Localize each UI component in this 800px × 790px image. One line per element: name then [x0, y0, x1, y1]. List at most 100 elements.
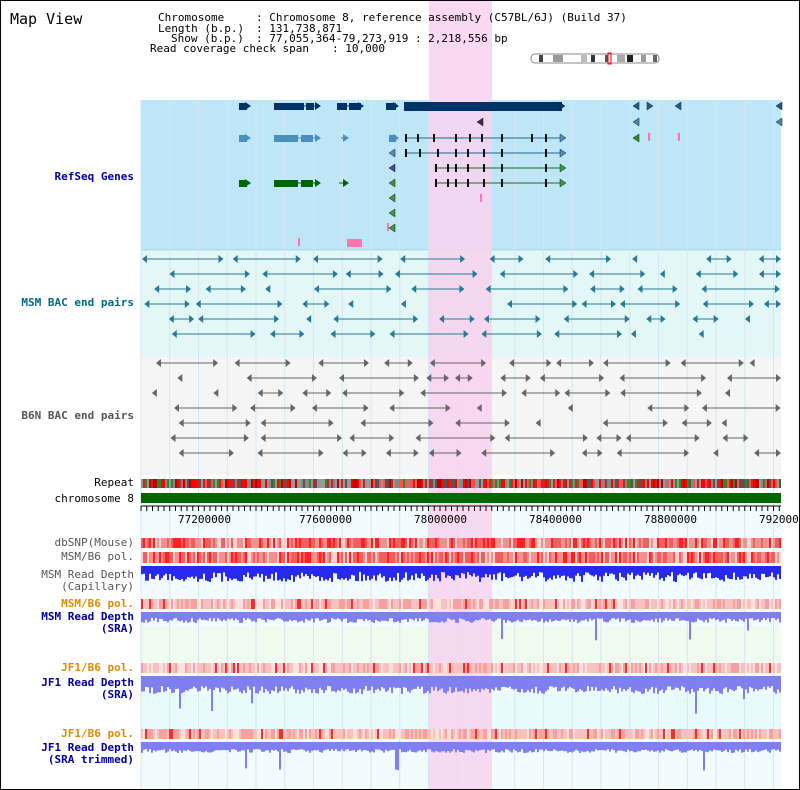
polymorphism-bin	[501, 663, 503, 673]
gene-exon	[501, 164, 503, 172]
polymorphism-bin	[259, 729, 261, 739]
polymorphism-bin	[717, 552, 719, 563]
polymorphism-bin	[573, 599, 575, 609]
bac-end-arrow	[178, 419, 184, 427]
polymorphism-bin	[219, 538, 221, 548]
polymorphism-bin	[187, 663, 189, 673]
polymorphism-bin	[453, 552, 455, 563]
read-depth-bin	[273, 612, 275, 621]
read-depth-bin	[379, 742, 381, 750]
msm-read-depth-capillary-label[interactable]: MSM Read Depth	[41, 568, 134, 581]
polymorphism-bin	[545, 599, 547, 609]
bac-end-arrow	[701, 285, 707, 293]
jf1-b6-pol-label-1[interactable]: JF1/B6 pol.	[61, 661, 134, 674]
repeat-feature	[705, 479, 707, 488]
polymorphism-bin	[221, 663, 223, 673]
polymorphism-bin	[365, 599, 367, 609]
polymorphism-bin	[213, 599, 215, 609]
polymorphism-bin	[151, 663, 153, 673]
polymorphism-bin	[481, 729, 483, 739]
jf1-read-depth-trimmed-label[interactable]: JF1 Read Depth	[41, 741, 134, 754]
read-depth-bin	[667, 612, 669, 621]
read-depth-bin	[755, 742, 757, 751]
polymorphism-bin	[685, 599, 687, 609]
polymorphism-bin	[435, 552, 437, 563]
polymorphism-bin	[347, 663, 349, 673]
polymorphism-bin	[311, 663, 313, 673]
read-depth-bin	[727, 612, 729, 619]
gene-exon	[386, 103, 396, 110]
polymorphism-bin	[455, 538, 457, 548]
gene-arrow	[632, 117, 640, 127]
polymorphism-bin	[529, 663, 531, 673]
repeat-feature	[743, 479, 745, 488]
repeat-feature	[185, 479, 187, 488]
read-depth-bin	[165, 612, 167, 621]
read-depth-bin	[157, 742, 159, 751]
read-depth-bin	[545, 742, 547, 750]
read-depth-bin	[307, 676, 309, 690]
repeat-feature	[709, 479, 711, 488]
bac-end-arrow	[619, 374, 625, 382]
read-depth-bin	[163, 742, 165, 750]
polymorphism-bin	[509, 729, 511, 739]
read-depth-bin	[703, 742, 705, 771]
read-depth-bin	[285, 742, 287, 752]
polymorphism-bin	[703, 599, 705, 609]
polymorphism-bin	[485, 729, 487, 739]
read-depth-bin	[605, 676, 607, 689]
msm-bac-end-pairs-label[interactable]: MSM BAC end pairs	[21, 296, 134, 309]
polymorphism-bin	[539, 552, 541, 563]
gene-exon	[455, 179, 457, 187]
msm-b6-pol-label-1[interactable]: MSM/B6 pol.	[61, 550, 134, 563]
refseq-genes-label[interactable]: RefSeq Genes	[54, 170, 134, 183]
msm-b6-pol-label-2[interactable]: MSM/B6 pol.	[61, 597, 134, 610]
polymorphism-bin	[329, 663, 331, 673]
polymorphism-bin	[731, 663, 733, 673]
read-depth-bin	[201, 566, 203, 579]
polymorphism-bin	[523, 599, 525, 609]
polymorphism-bin	[161, 663, 163, 673]
read-depth-bin	[679, 612, 681, 621]
polymorphism-bin	[613, 729, 615, 739]
gene-arrow	[559, 133, 567, 143]
polymorphism-bin	[767, 663, 769, 673]
read-depth-bin	[187, 566, 189, 577]
repeat-feature	[695, 479, 697, 488]
polymorphism-bin	[333, 663, 335, 673]
polymorphism-bin	[489, 599, 491, 609]
polymorphism-bin	[277, 538, 279, 548]
polymorphism-bin	[327, 663, 329, 673]
polymorphism-bin	[273, 552, 275, 563]
polymorphism-bin	[397, 599, 399, 609]
polymorphism-bin	[215, 729, 217, 739]
repeat-feature	[447, 479, 449, 488]
jf1-b6-pol-label-2[interactable]: JF1/B6 pol.	[61, 727, 134, 740]
polymorphism-bin	[745, 729, 747, 739]
repeat-feature	[347, 479, 349, 488]
polymorphism-bin	[253, 663, 255, 673]
read-depth-bin	[245, 742, 247, 769]
read-depth-bin	[249, 612, 251, 620]
b6n-bac-end-pairs-label[interactable]: B6N BAC end pairs	[21, 409, 134, 422]
jf1-read-depth-sra-label[interactable]: JF1 Read Depth	[41, 676, 134, 689]
repeat-feature	[229, 479, 231, 488]
read-depth-bin	[491, 742, 493, 750]
read-depth-bin	[209, 612, 211, 619]
polymorphism-bin	[309, 552, 311, 563]
read-depth-bin	[617, 742, 619, 751]
polymorphism-bin	[235, 729, 237, 739]
polymorphism-bin	[395, 663, 397, 673]
polymorphism-bin	[291, 538, 293, 548]
polymorphism-bin	[391, 663, 393, 673]
read-depth-bin	[173, 676, 175, 693]
read-depth-bin	[487, 742, 489, 750]
msm-read-depth-sra-label[interactable]: MSM Read Depth	[41, 610, 134, 623]
dbsnp-label[interactable]: dbSNP(Mouse)	[54, 536, 134, 549]
polymorphism-bin	[501, 552, 503, 563]
read-depth-bin	[249, 566, 251, 578]
polymorphism-bin	[209, 538, 211, 548]
polymorphism-bin	[205, 729, 207, 739]
bac-end-arrow	[620, 389, 626, 397]
read-depth-bin	[547, 742, 549, 751]
